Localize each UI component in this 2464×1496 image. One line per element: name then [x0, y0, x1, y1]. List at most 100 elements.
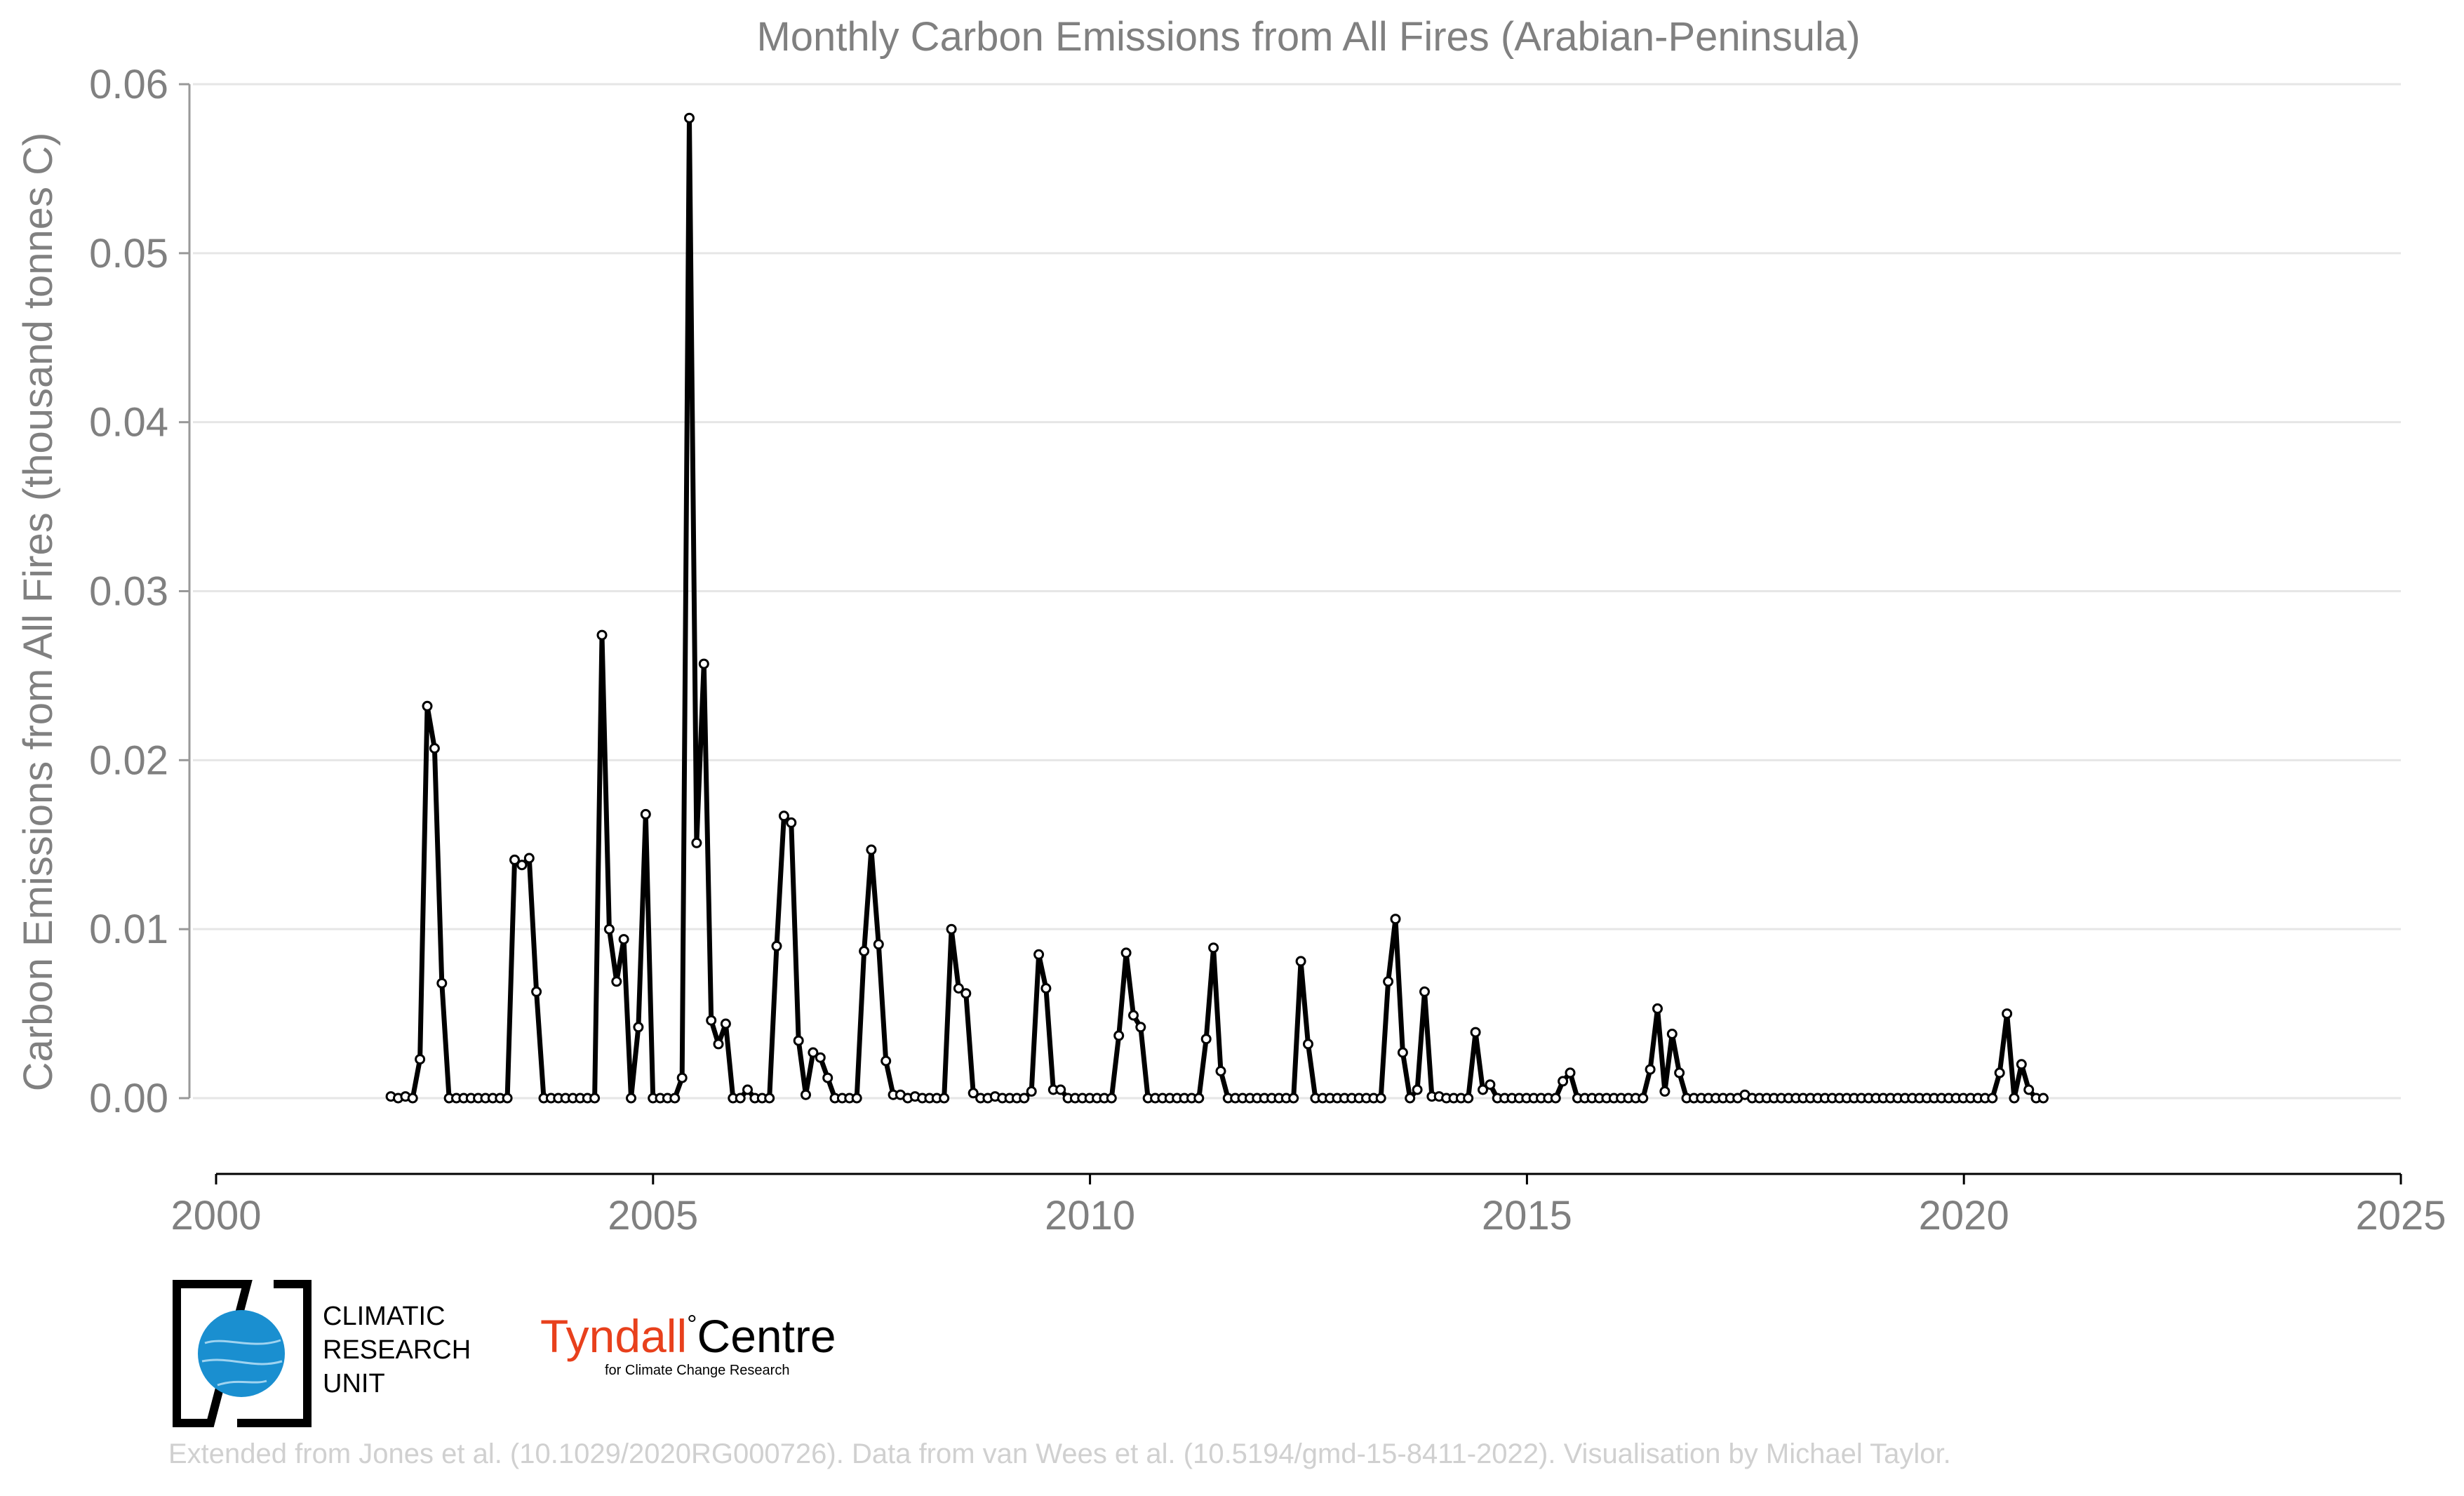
y-tick-label: 0.03 [89, 569, 168, 615]
data-point [633, 1022, 644, 1033]
y-axis-ticks: 0.00 0.01 0.02 0.03 0.04 0.05 0.06 [89, 62, 189, 1121]
data-point [866, 844, 877, 855]
data-point [1638, 1093, 1649, 1104]
data-point [960, 988, 972, 999]
y-tick-label: 0.05 [89, 231, 168, 276]
tyndall-degree: ° [687, 1309, 697, 1338]
data-point [523, 853, 535, 864]
data-point [2002, 1008, 2013, 1020]
data-point [2023, 1084, 2035, 1095]
data-point [596, 629, 608, 641]
x-axis-ticks: 2000 2005 2010 2015 2020 2025 [170, 1174, 2446, 1238]
data-point [618, 934, 629, 945]
data-point [1026, 1086, 1037, 1097]
data-point [1120, 947, 1132, 959]
data-point [851, 1093, 862, 1104]
data-point [771, 940, 782, 951]
data-point [786, 817, 797, 828]
data-point [2016, 1059, 2027, 1070]
data-point [720, 1018, 731, 1029]
data-point [953, 983, 964, 994]
data-point [706, 1015, 717, 1026]
data-point [1405, 1093, 1416, 1104]
data-point [1128, 1010, 1139, 1021]
data-point [1208, 942, 1219, 954]
data-point [603, 923, 615, 935]
data-point [611, 976, 622, 987]
data-point [1200, 1034, 1212, 1045]
data-point [1485, 1079, 1496, 1090]
data-point [967, 1088, 979, 1099]
data-point [1390, 914, 1401, 925]
cru-name: CLIMATIC RESEARCH UNIT [323, 1302, 471, 1398]
data-point [801, 1089, 811, 1100]
data-point [626, 1093, 636, 1104]
data-point [698, 658, 709, 669]
data-point [1478, 1084, 1488, 1095]
data-point [1288, 1093, 1299, 1104]
globe-icon [173, 1280, 312, 1427]
x-tick-label: 2005 [608, 1193, 698, 1238]
data-point [429, 743, 440, 754]
data-point [589, 1093, 601, 1104]
data-point [1565, 1067, 1576, 1078]
cru-logo: CLIMATIC RESEARCH UNIT [168, 1280, 491, 1427]
data-point [684, 112, 695, 123]
data-point [1135, 1022, 1146, 1033]
data-point [1470, 1027, 1481, 1038]
y-tick-label: 0.04 [89, 400, 168, 446]
data-point [1303, 1038, 1313, 1050]
data-point [713, 1038, 724, 1050]
data-point [778, 810, 789, 822]
data-point [422, 700, 433, 712]
data-point [509, 854, 520, 865]
data-point [1463, 1093, 1474, 1104]
data-point [1994, 1067, 2005, 1078]
data-point [407, 1093, 418, 1104]
data-point [1558, 1076, 1569, 1087]
data-point [2037, 1093, 2049, 1104]
data-point [531, 986, 542, 997]
data-point [1033, 949, 1045, 960]
y-tick-label: 0.00 [89, 1076, 168, 1121]
data-point [502, 1093, 513, 1104]
chart-title: Monthly Carbon Emissions from All Fires … [756, 14, 1860, 60]
credit-line: Extended from Jones et al. (10.1029/2020… [168, 1438, 1951, 1469]
data-point [415, 1054, 426, 1065]
tyndall-name-black: Centre [697, 1310, 836, 1362]
data-point [1383, 976, 1394, 987]
data-point [1375, 1093, 1386, 1104]
data-point [939, 1093, 950, 1104]
tyndall-name-red: Tyndall [540, 1310, 688, 1362]
data-point [1193, 1093, 1205, 1104]
data-point [735, 1093, 746, 1104]
data-point [873, 939, 884, 950]
data-point [764, 1093, 775, 1104]
data-point [691, 837, 702, 848]
data-point [815, 1052, 826, 1063]
data-point [822, 1072, 833, 1083]
x-tick-label: 2015 [1482, 1193, 1572, 1238]
data-point [1550, 1093, 1561, 1104]
y-axis-label: Carbon Emissions from All Fires (thousan… [15, 133, 61, 1092]
x-tick-label: 2020 [1919, 1193, 2009, 1238]
gridlines [193, 83, 2401, 1100]
y-tick-label: 0.01 [89, 907, 168, 952]
data-point [516, 860, 528, 871]
data-point [1987, 1093, 1998, 1104]
data-point [669, 1093, 681, 1104]
data-point [808, 1047, 819, 1058]
data-point [881, 1055, 892, 1067]
data-point [1055, 1084, 1066, 1095]
data-point [2009, 1093, 2020, 1104]
x-tick-label: 2025 [2355, 1193, 2446, 1238]
data-point [1659, 1086, 1670, 1097]
data-point [1040, 983, 1052, 994]
data-point [1106, 1093, 1117, 1104]
x-tick-label: 2000 [170, 1193, 261, 1238]
data-point [742, 1084, 753, 1095]
data-point [640, 808, 651, 820]
tyndall-logo: Tyndall°Centre for Climate Change Resear… [540, 1309, 836, 1387]
series-points [385, 112, 2049, 1104]
data-point [1666, 1029, 1678, 1039]
